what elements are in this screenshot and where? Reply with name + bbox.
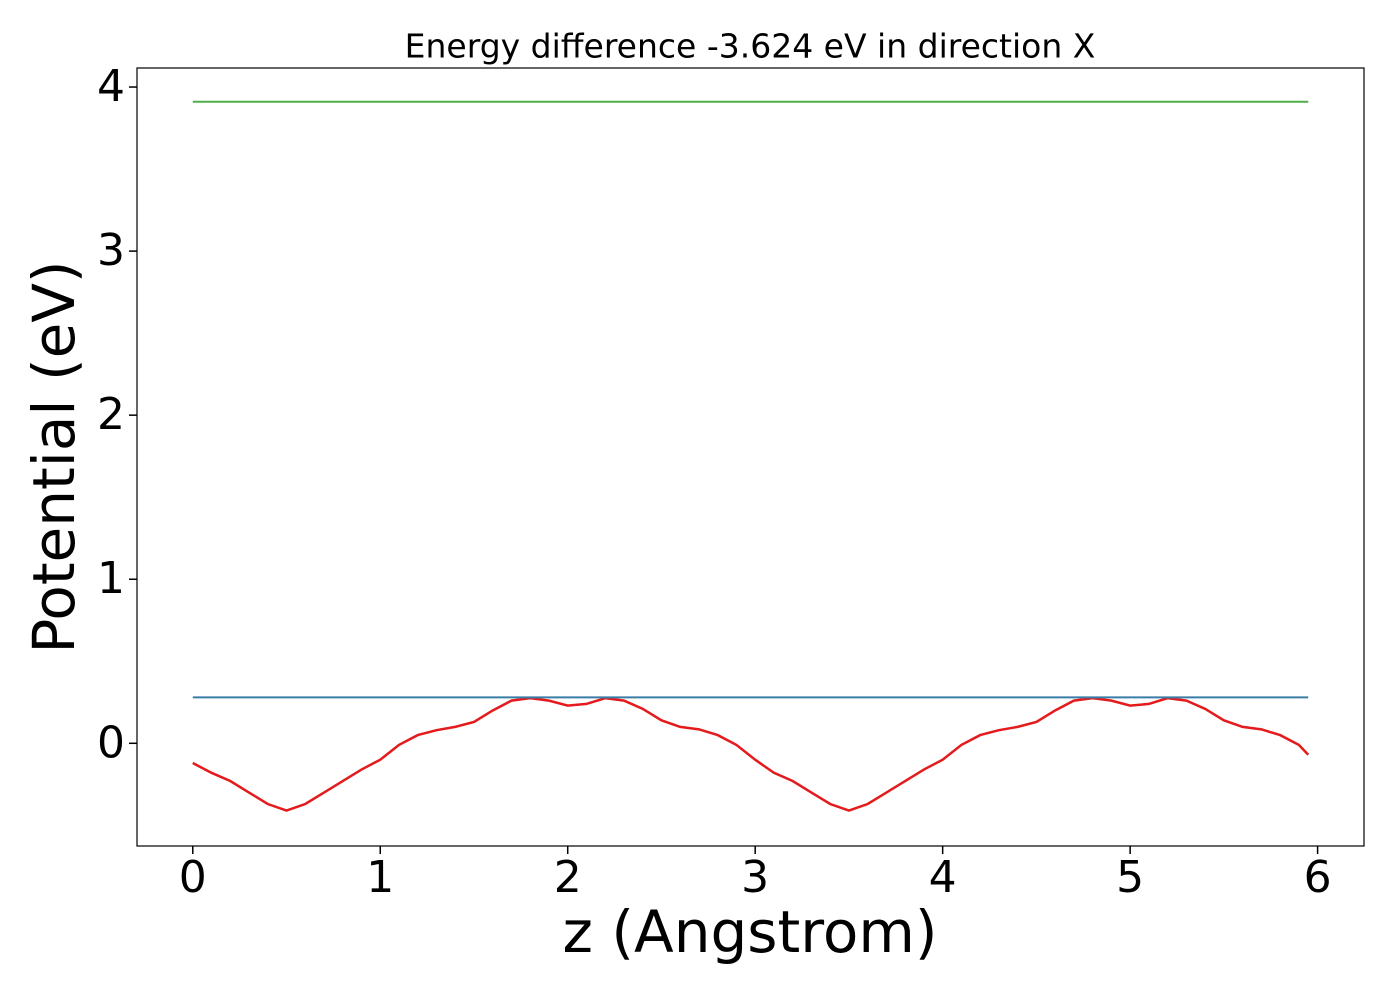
x-tick-label: 2	[554, 852, 582, 903]
y-axis-label: Potential (eV)	[20, 260, 88, 653]
y-tick-label: 3	[97, 225, 125, 276]
line-series	[192, 696, 1310, 812]
y-tick-label: 2	[97, 389, 125, 440]
x-tick-label: 4	[929, 852, 957, 903]
plot-frame	[136, 67, 1365, 847]
x-tick-label: 6	[1304, 852, 1332, 903]
x-tick-label: 5	[1116, 852, 1144, 903]
x-tick-label: 1	[366, 852, 394, 903]
chart-title: Energy difference -3.624 eV in direction…	[405, 27, 1096, 66]
x-axis-label: z (Angstrom)	[563, 898, 938, 966]
y-tick-label: 1	[97, 553, 125, 604]
y-tick-label: 4	[97, 61, 125, 112]
x-tick-label: 3	[741, 852, 769, 903]
y-tick-label: 0	[97, 717, 125, 768]
x-tick-label: 0	[179, 852, 207, 903]
